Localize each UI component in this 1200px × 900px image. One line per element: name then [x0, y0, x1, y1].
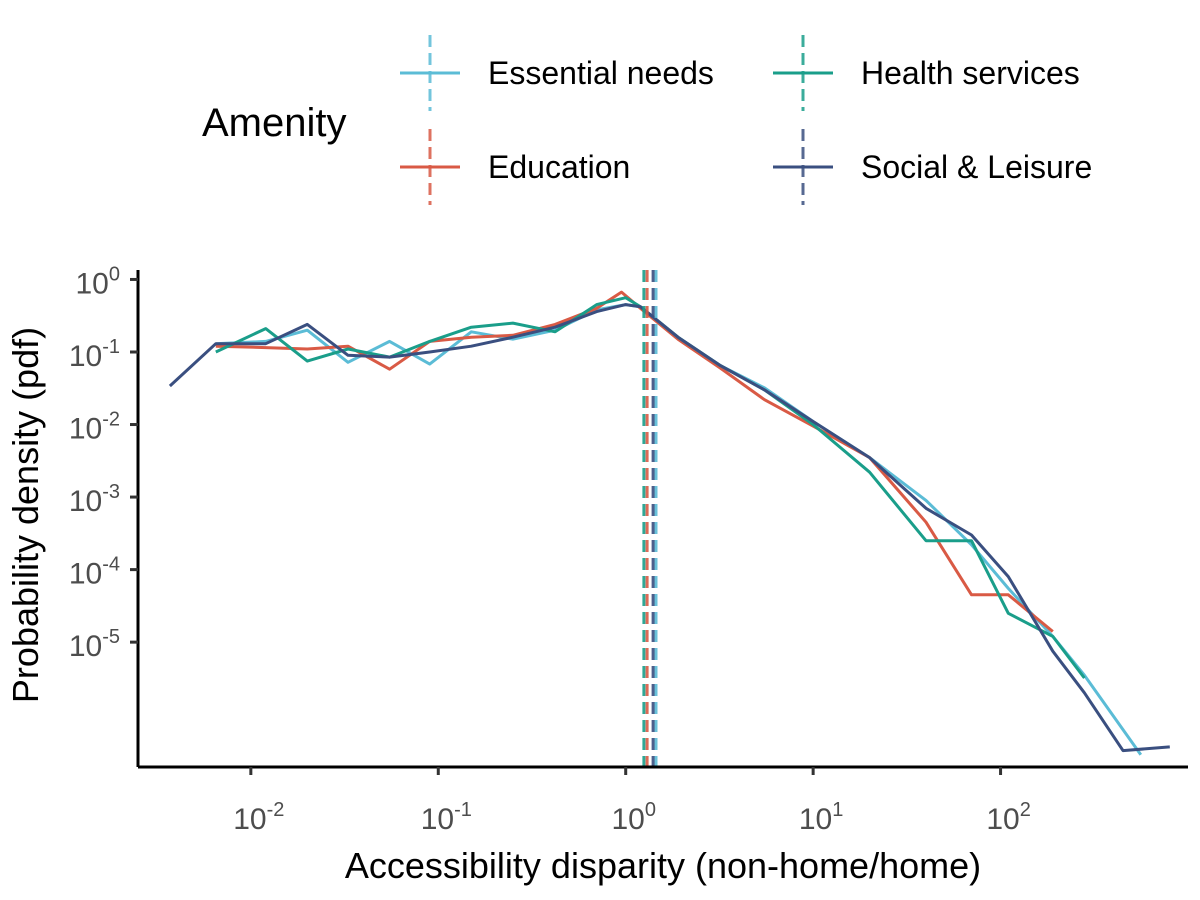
- legend-item-1: Education: [400, 129, 630, 205]
- x-axis-title: Accessibility disparity (non-home/home): [345, 845, 981, 886]
- series-line-1: [215, 290, 1054, 633]
- series-line-0: [215, 303, 1143, 756]
- legend-item-2: Health services: [773, 35, 1080, 111]
- legend-label-2: Health services: [861, 55, 1080, 91]
- y-tick-label-0: 100: [76, 263, 121, 300]
- x-tick-label-1: 10-1: [421, 799, 472, 836]
- series-line-2: [215, 296, 1086, 679]
- legend-title: Amenity: [202, 101, 347, 145]
- x-tick-label-4: 102: [986, 799, 1031, 836]
- y-tick-label-1: 10-1: [69, 336, 120, 373]
- legend-item-0: Essential needs: [400, 35, 714, 111]
- series-line-3: [168, 303, 1170, 753]
- axes: 10-2 10-1 100 101 102 100 10-1 10-2 10-3 10-4 10-5: [69, 263, 1188, 836]
- median-lines: [642, 270, 658, 767]
- y-tick-label-5: 10-5: [69, 626, 120, 663]
- y-tick-label-2: 10-2: [69, 409, 120, 446]
- legend-label-3: Social & Leisure: [861, 149, 1092, 185]
- legend: Amenity Essential needs Education Health s…: [202, 35, 1092, 205]
- y-tick-label-4: 10-4: [69, 554, 120, 591]
- legend-label-0: Essential needs: [488, 55, 714, 91]
- y-axis-title: Probability density (pdf): [5, 327, 46, 703]
- legend-item-3: Social & Leisure: [773, 129, 1092, 205]
- x-tick-label-3: 101: [799, 799, 844, 836]
- y-tick-label-3: 10-3: [69, 481, 120, 518]
- x-tick-label-0: 10-2: [233, 799, 284, 836]
- plot-area: [168, 290, 1170, 756]
- legend-label-1: Education: [488, 149, 630, 185]
- x-tick-label-2: 100: [611, 799, 656, 836]
